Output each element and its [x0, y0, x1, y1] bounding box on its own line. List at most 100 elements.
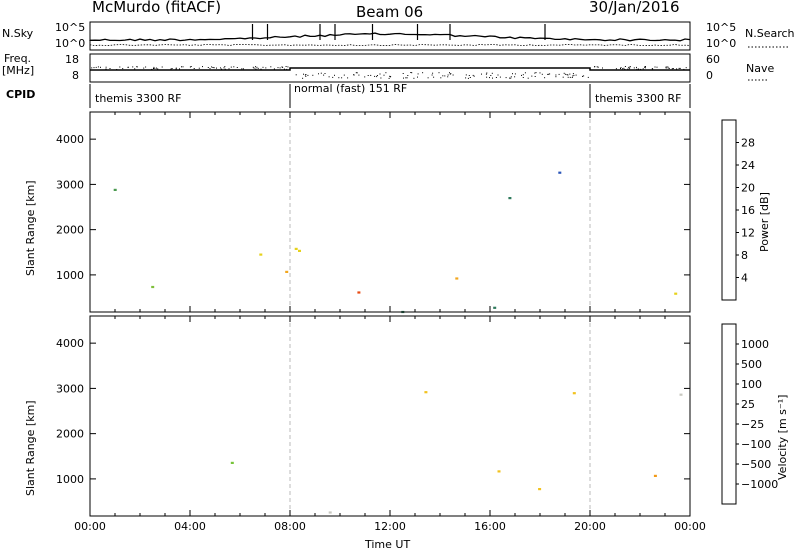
nave-point — [242, 68, 244, 70]
nave-point — [262, 66, 264, 68]
nave-point — [383, 74, 385, 76]
nave-point — [252, 66, 254, 68]
nave-point — [623, 67, 625, 69]
xtick-label: 00:00 — [74, 520, 106, 533]
nave-point — [678, 67, 680, 69]
nave-point — [179, 68, 180, 70]
heatmap-cell — [538, 488, 542, 491]
nave-point — [105, 66, 107, 68]
nave-point — [524, 72, 526, 74]
nave-point — [468, 75, 470, 76]
nave-point — [407, 75, 409, 76]
nave-point — [654, 66, 656, 68]
nave-point — [633, 67, 635, 69]
nave-point — [403, 77, 404, 79]
nave-point — [151, 68, 153, 70]
power-colorbar-tick: 4 — [741, 272, 748, 285]
nave-point — [473, 75, 475, 77]
nave-point — [253, 67, 255, 69]
heatmap-cell — [294, 247, 298, 250]
nave-point — [380, 77, 382, 79]
nave-point — [153, 68, 154, 69]
nave-point — [220, 67, 221, 69]
nave-point — [328, 76, 330, 78]
velocity-colorbar-tick: 1000 — [741, 338, 769, 351]
nave-point — [490, 75, 492, 76]
freq-tick-top: 18 — [65, 53, 79, 66]
nave-point — [522, 77, 524, 78]
nave-point — [489, 77, 490, 79]
freq-strip-frame — [89, 53, 691, 83]
nave-point — [285, 66, 287, 67]
nave-point — [257, 67, 259, 69]
date-title: 30/Jan/2016 — [589, 0, 680, 16]
nave-point — [656, 66, 658, 68]
nave-point — [620, 67, 622, 69]
nave-point — [572, 73, 574, 75]
nave-point — [224, 66, 226, 68]
nave-point — [534, 76, 536, 77]
nave-point — [628, 67, 630, 69]
velocity-colorbar-tick: −25 — [741, 418, 764, 431]
xtick-label: 12:00 — [374, 520, 406, 533]
nave-point — [228, 68, 230, 70]
power-panel-frame — [89, 111, 691, 313]
nave-point — [175, 67, 177, 69]
heatmap-cell — [653, 474, 657, 477]
nave-point — [514, 76, 516, 78]
nave-point — [644, 66, 646, 68]
cpid-segment-3: themis 3300 RF — [595, 92, 682, 105]
nave-point — [567, 76, 569, 78]
nave-point — [481, 73, 482, 75]
nave-point — [676, 68, 678, 70]
xtick-label: 16:00 — [474, 520, 506, 533]
nave-point — [221, 68, 223, 70]
nave-point — [594, 66, 596, 68]
nave-point — [564, 73, 566, 75]
nave-point — [181, 66, 182, 68]
nave-point — [411, 72, 413, 74]
nave-point — [566, 74, 568, 76]
nave-point — [277, 67, 279, 69]
ytick-label: 2000 — [56, 428, 84, 441]
velocity-colorbar-tick: 100 — [741, 378, 762, 391]
nave-point — [213, 67, 215, 69]
nave-point — [432, 72, 434, 74]
nave-point — [145, 66, 147, 68]
nave-point — [472, 74, 474, 76]
nsky-tick-top: 10^5 — [55, 21, 86, 34]
nave-point — [571, 77, 573, 78]
nave-point — [583, 75, 585, 77]
cpid-label: CPID — [6, 88, 36, 101]
nave-point — [282, 66, 284, 68]
nave-point — [374, 75, 376, 77]
nave-point — [353, 74, 355, 76]
nave-point — [161, 66, 163, 68]
nsky-label: N.Sky — [2, 27, 34, 40]
velocity-heatmap-cells — [230, 391, 683, 514]
ylabel-velocity: Slant Range [km] — [24, 400, 37, 496]
nave-point — [685, 67, 687, 69]
nave-point — [376, 75, 378, 76]
nsearch-tick-top: 10^5 — [706, 21, 737, 34]
nave-label: Nave — [746, 62, 775, 75]
nave-point — [256, 66, 258, 68]
nave-point — [569, 76, 571, 78]
heatmap-cell — [357, 291, 361, 294]
nave-point — [312, 74, 314, 76]
nave-point — [544, 77, 546, 79]
ytick-label: 3000 — [56, 178, 84, 191]
xtick-label: 08:00 — [274, 520, 306, 533]
nave-point — [212, 67, 214, 68]
freq-series-line — [90, 67, 690, 71]
nave-point — [563, 72, 565, 74]
nave-point — [170, 68, 172, 70]
nave-point — [216, 67, 217, 69]
nave-point — [465, 74, 467, 76]
beam-title: Beam 06 — [356, 3, 424, 21]
nave-point — [198, 67, 200, 69]
velocity-colorbar-label: Velocity [m s⁻¹] — [776, 394, 789, 480]
nave-point — [338, 77, 340, 79]
nave-point — [379, 73, 381, 75]
